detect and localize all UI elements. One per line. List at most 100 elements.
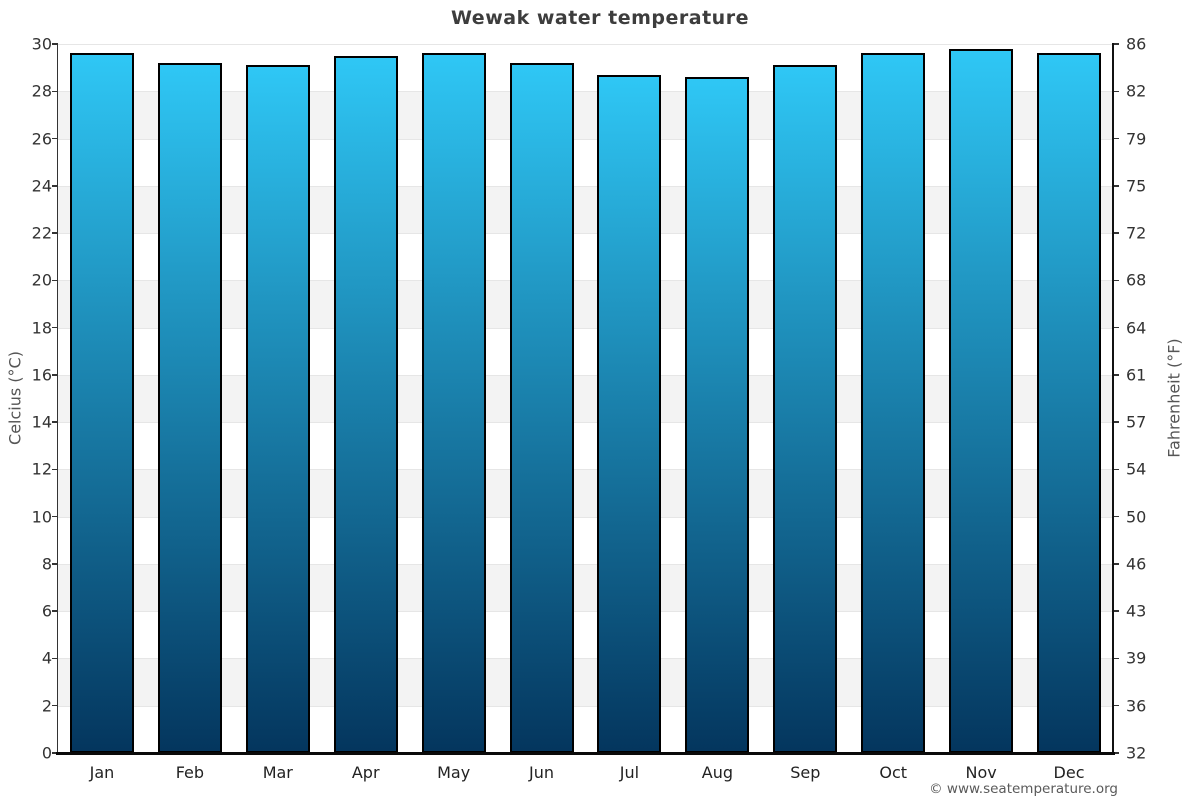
grid-band bbox=[58, 44, 1113, 92]
y-tick-label-fahrenheit: 54 bbox=[1126, 459, 1147, 479]
grid-band bbox=[58, 705, 1113, 753]
grid-band bbox=[58, 233, 1113, 281]
tick-mark bbox=[51, 185, 57, 187]
y-tick-label-celsius: 6 bbox=[41, 601, 52, 621]
y-tick-label-fahrenheit: 32 bbox=[1126, 743, 1147, 763]
bar-jul bbox=[597, 74, 662, 753]
bar-dec bbox=[1037, 53, 1102, 753]
y-tick-label-fahrenheit: 36 bbox=[1126, 696, 1147, 716]
y-tick-label-fahrenheit: 86 bbox=[1126, 34, 1147, 54]
tick-mark bbox=[1114, 421, 1119, 423]
x-axis-line bbox=[56, 752, 1115, 755]
y-tick-label-celsius: 14 bbox=[31, 412, 52, 432]
tick-mark bbox=[51, 326, 57, 329]
grid-band bbox=[58, 374, 1113, 423]
tick-mark bbox=[51, 279, 57, 282]
tick-mark bbox=[51, 657, 57, 660]
tick-mark bbox=[1114, 374, 1119, 376]
tick-mark bbox=[1114, 90, 1119, 93]
y-tick-label-fahrenheit: 57 bbox=[1126, 412, 1147, 432]
y-tick-label-fahrenheit: 72 bbox=[1126, 223, 1147, 243]
y-tick-label-celsius: 20 bbox=[31, 270, 52, 290]
x-tick-label-feb: Feb bbox=[175, 763, 205, 782]
y-tick-label-fahrenheit: 46 bbox=[1126, 554, 1147, 574]
x-tick-label-sep: Sep bbox=[790, 763, 821, 782]
y-tick-label-fahrenheit: 43 bbox=[1126, 601, 1147, 621]
bar-jun bbox=[509, 62, 574, 753]
x-tick-label-mar: Mar bbox=[262, 763, 293, 782]
tick-mark bbox=[51, 563, 57, 565]
tick-mark bbox=[51, 752, 57, 754]
y-tick-label-celsius: 26 bbox=[31, 129, 52, 149]
y-tick-label-fahrenheit: 68 bbox=[1126, 270, 1147, 290]
x-tick-label-jun: Jun bbox=[529, 763, 555, 782]
tick-mark bbox=[1114, 515, 1119, 518]
x-tick-label-may: May bbox=[437, 763, 471, 782]
tick-mark bbox=[1114, 279, 1119, 282]
chart-title: Wewak water temperature bbox=[451, 7, 749, 29]
grid-band bbox=[58, 516, 1113, 564]
tick-mark bbox=[1114, 326, 1119, 329]
y-tick-label-celsius: 24 bbox=[31, 176, 52, 196]
y-axis-left-line bbox=[56, 43, 58, 755]
bar-feb bbox=[157, 62, 222, 753]
tick-mark bbox=[1114, 610, 1119, 612]
bar-mar bbox=[245, 65, 310, 753]
tick-mark bbox=[1114, 185, 1119, 187]
grid-band bbox=[58, 611, 1113, 659]
tick-mark bbox=[51, 90, 57, 93]
x-tick-label-jan: Jan bbox=[89, 763, 115, 782]
grid-band bbox=[58, 91, 1113, 139]
tick-mark bbox=[51, 515, 57, 518]
tick-mark bbox=[1114, 752, 1119, 754]
x-tick-label-aug: Aug bbox=[701, 763, 733, 782]
y-tick-label-celsius: 10 bbox=[31, 507, 52, 527]
y-tick-label-celsius: 30 bbox=[31, 34, 52, 54]
tick-mark bbox=[51, 232, 57, 234]
x-tick-label-jul: Jul bbox=[619, 763, 640, 782]
y-tick-label-celsius: 2 bbox=[41, 696, 52, 716]
bar-sep bbox=[773, 65, 838, 753]
y-tick-label-celsius: 12 bbox=[31, 459, 52, 479]
y-axis-right-line bbox=[1112, 43, 1114, 755]
bar-aug bbox=[685, 77, 750, 753]
y-tick-label-celsius: 18 bbox=[31, 318, 52, 338]
bar-nov bbox=[949, 48, 1014, 753]
x-tick-label-oct: Oct bbox=[879, 763, 908, 782]
y-tick-label-celsius: 8 bbox=[41, 554, 52, 574]
grid-band bbox=[58, 138, 1113, 186]
tick-mark bbox=[51, 610, 57, 612]
y-tick-label-celsius: 28 bbox=[31, 81, 52, 101]
tick-mark bbox=[1114, 232, 1119, 234]
y-tick-label-celsius: 22 bbox=[31, 223, 52, 243]
bar-apr bbox=[333, 55, 398, 753]
y-tick-label-fahrenheit: 64 bbox=[1126, 318, 1147, 338]
y-tick-label-fahrenheit: 50 bbox=[1126, 507, 1147, 527]
y-tick-label-celsius: 16 bbox=[31, 365, 52, 385]
y-tick-label-celsius: 0 bbox=[41, 743, 52, 763]
tick-mark bbox=[1114, 468, 1119, 471]
tick-mark bbox=[51, 374, 57, 376]
bar-jan bbox=[69, 53, 134, 753]
y-tick-label-fahrenheit: 82 bbox=[1126, 81, 1147, 101]
tick-mark bbox=[51, 137, 57, 140]
y-axis-right-title: Fahrenheit (°F) bbox=[1164, 338, 1184, 458]
y-axis-left-title: Celcius (°C) bbox=[5, 351, 25, 445]
tick-mark bbox=[51, 468, 57, 471]
grid-band bbox=[58, 280, 1113, 328]
grid-band bbox=[58, 658, 1113, 706]
bar-may bbox=[421, 53, 486, 753]
y-tick-label-celsius: 4 bbox=[41, 648, 52, 668]
tick-mark bbox=[51, 421, 57, 423]
grid-band bbox=[58, 185, 1113, 234]
tick-mark bbox=[1114, 43, 1119, 45]
tick-mark bbox=[1114, 704, 1119, 707]
grid-band bbox=[58, 563, 1113, 612]
y-tick-label-fahrenheit: 39 bbox=[1126, 648, 1147, 668]
y-tick-label-fahrenheit: 75 bbox=[1126, 176, 1147, 196]
grid-band bbox=[58, 422, 1113, 470]
tick-mark bbox=[51, 43, 57, 45]
tick-mark bbox=[1114, 137, 1119, 140]
